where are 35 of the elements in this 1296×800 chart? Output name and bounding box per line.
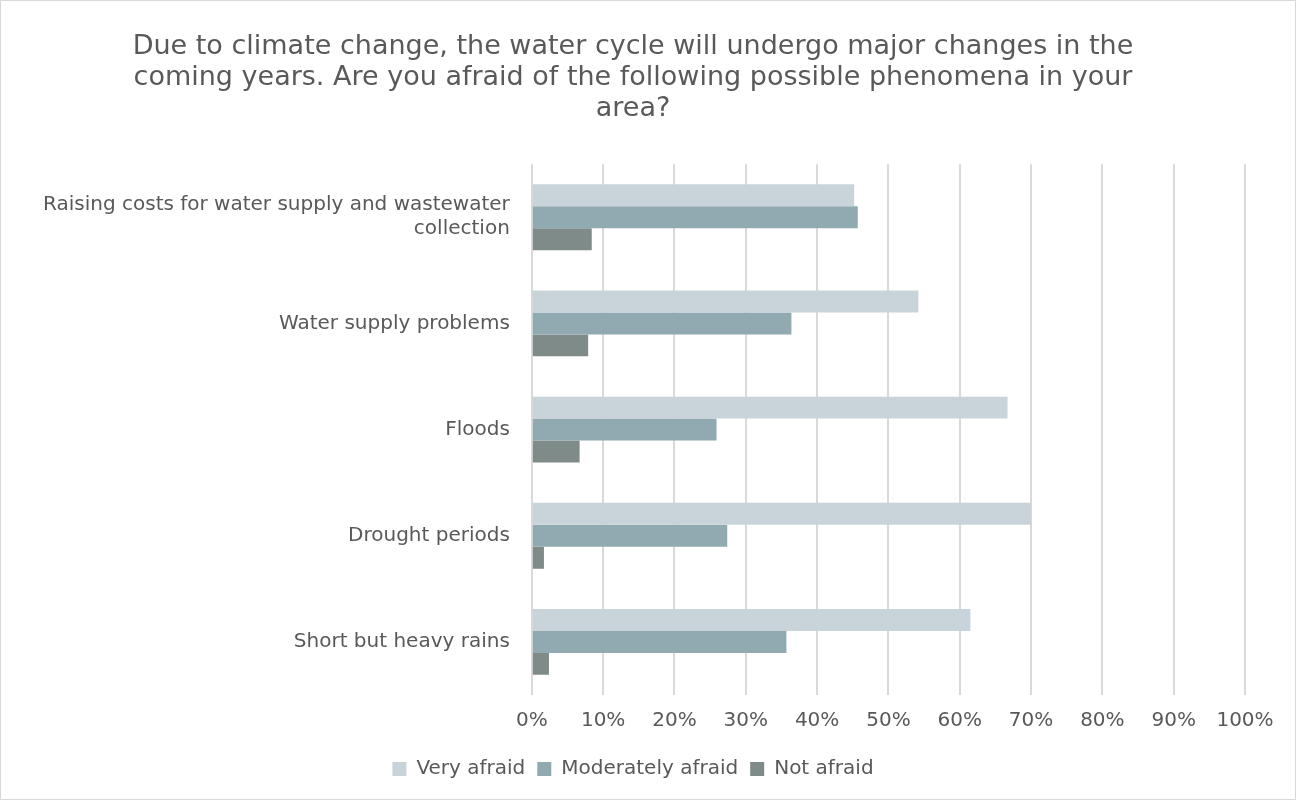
bar: [532, 418, 717, 441]
x-tick-label: 70%: [1008, 707, 1054, 732]
x-tick-label: 50%: [866, 707, 911, 732]
x-tick-label: 60%: [937, 707, 982, 732]
bar: [532, 396, 1008, 419]
y-tick-label: Water supply problems: [278, 309, 510, 334]
bar: [532, 206, 858, 229]
legend-label: Not afraid: [774, 755, 874, 780]
chart-title: Due to climate change, the water cycle will undergo major changes in the coming years. Are you afraid of the following possible phenomena in your area?: [132, 28, 1134, 122]
x-tick-label: 30%: [723, 707, 768, 732]
x-tick-label: 90%: [1151, 707, 1196, 732]
bar: [532, 630, 787, 653]
x-tick-label: 40%: [794, 707, 840, 732]
legend-label: Very afraid: [416, 755, 526, 780]
x-tick-label: 20%: [652, 707, 697, 732]
y-tick-label: Floods: [445, 415, 510, 440]
bar: [532, 652, 549, 675]
y-tick-label: Short but heavy rains: [293, 628, 510, 653]
legend-label: Moderately afraid: [561, 755, 739, 780]
x-tick-label: 0%: [515, 707, 548, 732]
bar: [532, 312, 792, 335]
bar: [532, 334, 589, 357]
bar: [532, 184, 855, 207]
bar: [532, 524, 728, 547]
bar: [532, 440, 580, 463]
y-tick-label: Raising costs for water supply and wastewater collection: [43, 191, 511, 240]
bar: [532, 228, 592, 251]
x-tick-label: 80%: [1080, 707, 1125, 732]
x-tick-label: 100%: [1216, 707, 1274, 732]
bar: [532, 609, 971, 631]
bar: [532, 546, 544, 569]
x-tick-label: 10%: [580, 707, 626, 732]
bar: [532, 290, 919, 313]
bar: [532, 502, 1032, 525]
y-tick-label: Drought periods: [348, 521, 510, 546]
